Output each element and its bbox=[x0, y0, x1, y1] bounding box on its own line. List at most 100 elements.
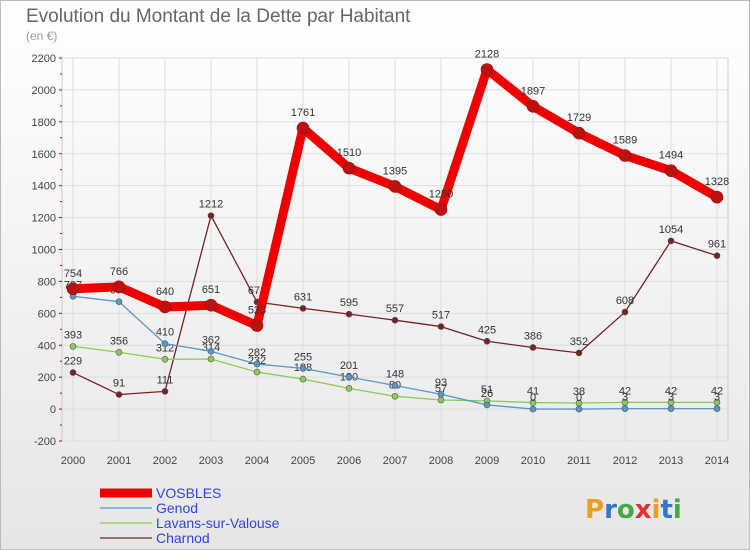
data-label-lavans-sur-valouse: 51 bbox=[481, 384, 493, 396]
data-point-genod bbox=[207, 348, 215, 355]
data-point-vosbles bbox=[710, 190, 724, 204]
y-tick-label: 200 bbox=[38, 372, 56, 384]
data-label-vosbles: 651 bbox=[202, 284, 220, 296]
x-tick-label: 2000 bbox=[61, 455, 85, 467]
y-tick-label: 2200 bbox=[32, 53, 56, 65]
data-label-genod: 255 bbox=[294, 351, 312, 363]
data-label-lavans-sur-valouse: 42 bbox=[619, 385, 631, 397]
y-tick-label: 600 bbox=[38, 308, 56, 320]
data-point-charnod bbox=[437, 323, 445, 330]
data-label-vosbles: 1729 bbox=[567, 112, 591, 124]
data-point-charnod bbox=[667, 237, 675, 245]
data-label-genod: 3 bbox=[622, 392, 628, 404]
data-point-lavans-sur-valouse bbox=[529, 399, 537, 406]
data-point-vosbles bbox=[572, 126, 586, 140]
data-label-vosbles: 1761 bbox=[291, 107, 315, 119]
data-label-genod: 201 bbox=[340, 360, 358, 372]
legend-label: VOSBLES bbox=[156, 485, 221, 501]
data-point-genod bbox=[115, 298, 123, 305]
data-point-vosbles bbox=[480, 63, 494, 76]
data-point-charnod bbox=[345, 310, 353, 318]
data-point-vosbles bbox=[526, 100, 540, 113]
data-point-genod bbox=[437, 390, 445, 398]
y-tick-label: 1600 bbox=[32, 149, 56, 161]
data-label-charnod: 386 bbox=[524, 330, 542, 342]
data-label-lavans-sur-valouse: 57 bbox=[435, 383, 447, 395]
series-genod: 707673410362282255201148932600333 bbox=[64, 279, 721, 413]
data-point-vosbles bbox=[296, 121, 310, 135]
data-label-vosbles: 754 bbox=[64, 268, 82, 280]
data-label-genod: 3 bbox=[714, 392, 720, 404]
chart-title: Evolution du Montant de la Dette par Hab… bbox=[26, 6, 411, 27]
data-label-charnod: 1212 bbox=[199, 199, 223, 211]
data-label-genod: 0 bbox=[530, 392, 536, 404]
x-tick-label: 2012 bbox=[613, 455, 637, 467]
data-point-charnod bbox=[483, 337, 491, 345]
data-point-lavans-sur-valouse bbox=[161, 355, 169, 363]
data-label-charnod: 595 bbox=[340, 297, 358, 309]
data-label-charnod: 517 bbox=[432, 310, 450, 322]
series-vosbles: 754 766 640 651 523 1761 1510 1395 1250 2128 1897 1… bbox=[64, 48, 729, 332]
data-label-vosbles: 766 bbox=[110, 266, 128, 278]
data-label-vosbles: 1328 bbox=[705, 176, 729, 188]
data-label-charnod: 229 bbox=[64, 356, 82, 368]
data-label-genod: 26 bbox=[481, 388, 493, 400]
data-label-charnod: 961 bbox=[708, 239, 726, 251]
data-label-vosbles: 1589 bbox=[613, 135, 637, 147]
data-point-genod bbox=[253, 360, 261, 368]
y-tick-label: 0 bbox=[50, 404, 56, 416]
y-tick-label: -200 bbox=[34, 436, 56, 448]
data-point-vosbles bbox=[158, 300, 172, 314]
data-label-charnod: 111 bbox=[157, 374, 174, 386]
proxiti-logo: Proxiti bbox=[585, 495, 682, 525]
data-label-lavans-sur-valouse: 42 bbox=[711, 385, 723, 397]
data-label-charnod: 557 bbox=[386, 303, 404, 315]
data-point-genod bbox=[299, 365, 307, 372]
data-point-vosbles bbox=[434, 203, 448, 216]
data-point-lavans-sur-valouse bbox=[391, 393, 399, 400]
data-point-lavans-sur-valouse bbox=[437, 396, 445, 404]
x-tick-label: 2008 bbox=[429, 455, 453, 467]
x-tick-label: 2011 bbox=[567, 455, 591, 467]
legend-label: Lavans-sur-Valouse bbox=[156, 515, 280, 531]
data-point-genod bbox=[483, 401, 491, 409]
data-point-vosbles bbox=[342, 161, 356, 175]
y-tick-label: 1400 bbox=[32, 181, 56, 193]
data-point-genod bbox=[391, 382, 399, 389]
data-point-genod bbox=[621, 405, 629, 412]
y-tick-label: 1000 bbox=[32, 245, 56, 257]
data-label-lavans-sur-valouse: 356 bbox=[110, 335, 128, 347]
y-tick-label: 2000 bbox=[32, 85, 56, 97]
data-point-genod bbox=[667, 405, 675, 412]
x-tick-label: 2009 bbox=[475, 455, 499, 467]
data-label-lavans-sur-valouse: 42 bbox=[665, 385, 677, 397]
data-point-lavans-sur-valouse bbox=[299, 375, 307, 383]
data-point-charnod bbox=[161, 388, 169, 395]
data-point-lavans-sur-valouse bbox=[253, 368, 261, 376]
x-tick-label: 2010 bbox=[521, 455, 545, 467]
legend-label: Charnod bbox=[156, 530, 210, 546]
data-label-charnod: 91 bbox=[113, 378, 125, 390]
x-tick-label: 2003 bbox=[199, 455, 223, 467]
y-tick-label: 1200 bbox=[32, 213, 56, 225]
data-label-charnod: 631 bbox=[294, 291, 312, 303]
data-label-vosbles: 1897 bbox=[521, 85, 545, 97]
data-point-charnod bbox=[713, 252, 721, 260]
data-label-genod: 148 bbox=[386, 368, 404, 380]
x-tick-label: 2001 bbox=[107, 455, 131, 467]
chart-subtitle: (en €) bbox=[26, 29, 57, 43]
data-point-lavans-sur-valouse bbox=[345, 385, 353, 392]
data-point-vosbles bbox=[388, 180, 402, 193]
data-label-vosbles: 1510 bbox=[337, 147, 361, 159]
series-lavans-sur-valouse: 3933563123142321881308057514138424242 bbox=[64, 329, 723, 407]
data-point-charnod bbox=[299, 305, 307, 312]
data-label-vosbles: 1395 bbox=[383, 165, 407, 177]
data-point-vosbles bbox=[66, 282, 80, 296]
y-tick-label: 400 bbox=[38, 340, 56, 352]
data-point-charnod bbox=[529, 344, 537, 351]
legend-label: Genod bbox=[156, 500, 198, 516]
